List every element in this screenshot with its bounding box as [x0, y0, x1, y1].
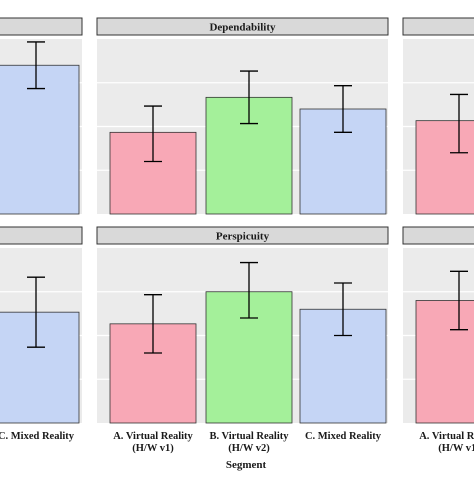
x-tick-label: (H/W v1)	[438, 443, 474, 454]
panel-strip-title: Dependability	[209, 22, 276, 34]
panel-strip	[0, 226, 83, 245]
x-tick-label: C. Mixed Reality	[0, 431, 75, 442]
x-axis-title: Segment	[226, 459, 267, 471]
x-tick-label: A. Virtual Reality	[113, 431, 193, 442]
x-tick-label: (H/W v1)	[132, 443, 174, 454]
bar	[415, 120, 474, 215]
panel-strip	[96, 226, 389, 245]
bar	[0, 311, 80, 424]
bar	[415, 300, 474, 424]
x-tick-label: A. Virtual Reality	[419, 431, 474, 442]
panel-strip	[402, 17, 474, 36]
panel-strip	[96, 17, 389, 36]
x-tick-label: (H/W v2)	[228, 443, 270, 454]
panel-strip-title: Perspicuity	[216, 231, 270, 243]
x-tick-label: B. Virtual Reality	[209, 431, 289, 442]
x-tick-label: C. Mixed Reality	[305, 431, 382, 442]
bar	[0, 64, 80, 215]
panel-strip	[402, 226, 474, 245]
panel-strip	[0, 17, 83, 36]
